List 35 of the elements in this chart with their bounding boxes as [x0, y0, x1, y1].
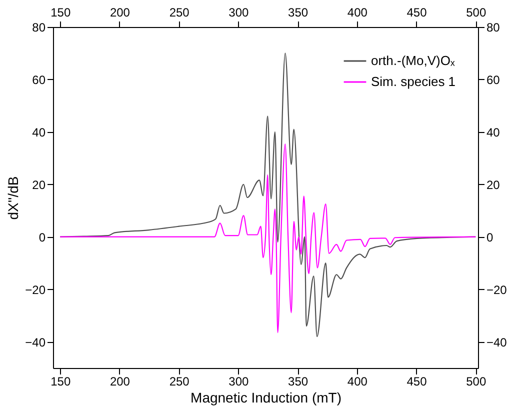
x2-tick-label: 400	[347, 6, 368, 20]
y2-tick-label: −40	[486, 335, 508, 350]
legend-label: orth.-(Mo,V)Oₓ	[371, 53, 456, 68]
x2-tick-label: 350	[288, 6, 308, 20]
x-tick-label: 450	[406, 374, 428, 388]
y-axis-title: dX''/dB	[5, 176, 22, 220]
y-tick-label: 0	[38, 230, 46, 244]
x2-tick-label: 500	[466, 6, 486, 20]
x-tick-label: 500	[466, 374, 486, 388]
y2-tick-label: −20	[486, 282, 508, 297]
x-axis-title: Magnetic Induction (mT)	[190, 390, 342, 406]
y-tick-label: 40	[32, 125, 46, 140]
y2-tick-label: 20	[486, 178, 500, 192]
y-tick-label: 80	[32, 20, 46, 34]
y2-tick-label: 0	[486, 230, 494, 244]
x2-tick-label: 450	[406, 6, 428, 20]
line-series	[60, 143, 476, 334]
y-tick-label: 20	[32, 178, 46, 192]
x-tick-label: 200	[110, 374, 130, 388]
x-tick-label: 300	[228, 374, 250, 388]
x2-tick-label: 250	[169, 6, 190, 20]
y-tick-label: −20	[25, 282, 46, 297]
x2-tick-label: 150	[50, 6, 71, 20]
x-tick-label: 150	[50, 374, 71, 388]
x-tick-label: 400	[347, 374, 368, 388]
x-tick-label: 250	[169, 374, 190, 388]
y2-tick-label: 60	[486, 72, 500, 87]
y2-tick-label: 40	[486, 125, 500, 140]
y-tick-label: 60	[32, 72, 46, 87]
x-tick-label: 350	[288, 374, 308, 388]
y2-tick-label: 80	[486, 20, 500, 34]
x2-tick-label: 200	[110, 6, 130, 20]
y-tick-label: −40	[25, 335, 46, 350]
legend-label: Sim. species 1	[371, 74, 456, 89]
x2-tick-label: 300	[228, 6, 250, 20]
